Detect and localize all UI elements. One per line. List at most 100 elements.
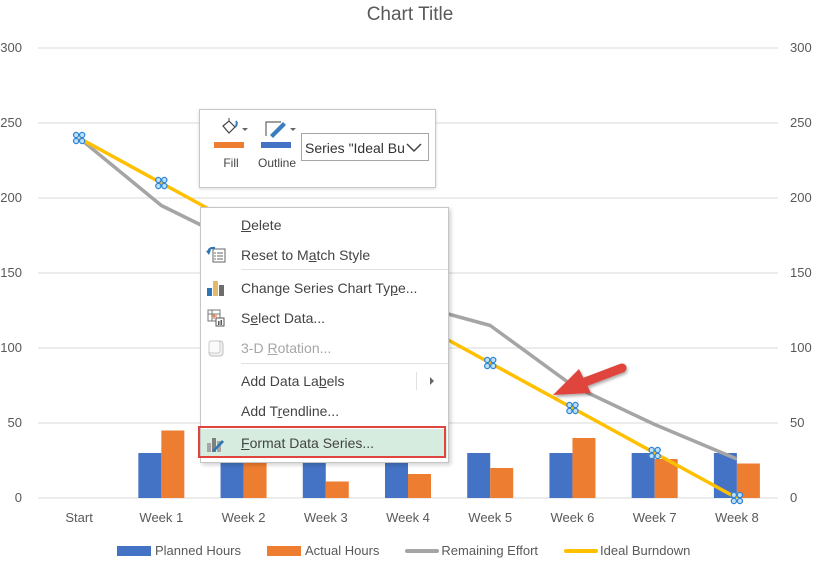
selection-handle[interactable]: [736, 491, 744, 499]
legend-swatch: [267, 545, 301, 556]
legend-swatch: [405, 548, 440, 553]
menu-separator: [241, 269, 448, 270]
series-selector-dropdown[interactable]: Series "Ideal Bu: [301, 133, 429, 161]
bar-actual-hours[interactable]: [736, 463, 760, 499]
format-mini-toolbar: Fill Outline Series "Ideal Bu: [199, 109, 436, 188]
legend-item-planned-hours[interactable]: Planned Hours: [117, 543, 241, 558]
x-axis-tick-label: Start: [65, 510, 93, 525]
legend-label: Planned Hours: [155, 543, 241, 558]
bar-planned-hours[interactable]: [467, 453, 491, 498]
bar-planned-hours[interactable]: [138, 453, 162, 498]
bar-planned-hours[interactable]: [549, 453, 573, 498]
secondary-y-axis-tick-label: 300: [790, 40, 812, 55]
outline-button[interactable]: Outline: [254, 118, 300, 170]
x-axis-tick-label: Week 1: [139, 510, 184, 525]
bar-planned-hours[interactable]: [302, 453, 326, 498]
secondary-y-axis-tick-label: 250: [790, 115, 812, 130]
legend-item-ideal-burndown[interactable]: Ideal Burndown: [564, 543, 690, 558]
legend-label: Remaining Effort: [441, 543, 539, 558]
selection-handle[interactable]: [654, 446, 661, 454]
x-axis-tick-label: Week 2: [221, 510, 266, 525]
submenu-divider: [416, 372, 417, 390]
reset-style-icon: [206, 246, 226, 264]
selection-handle[interactable]: [489, 362, 497, 370]
bar-actual-hours[interactable]: [490, 468, 514, 498]
x-axis-tick-label: Week 5: [468, 510, 513, 525]
bar-actual-hours[interactable]: [161, 430, 185, 499]
select-data-icon: [206, 309, 226, 327]
selection-handle[interactable]: [730, 497, 738, 505]
y-axis-tick-label: 50: [7, 415, 22, 430]
selection-handle[interactable]: [161, 182, 168, 190]
selection-handle[interactable]: [654, 452, 661, 460]
selection-handle[interactable]: [648, 446, 655, 454]
bar-actual-hours[interactable]: [572, 438, 596, 498]
menu-item-3d-rotation[interactable]: 3-D Rotation...: [201, 335, 447, 361]
bar-planned-hours[interactable]: [220, 453, 244, 498]
chart-title[interactable]: Chart Title: [366, 4, 454, 25]
selection-handle[interactable]: [78, 131, 86, 139]
x-axis-tick-label: Week 4: [386, 510, 430, 525]
selection-handle[interactable]: [572, 407, 579, 415]
selection-handle[interactable]: [648, 452, 655, 460]
x-axis-tick-label: Week 8: [714, 510, 759, 525]
selection-handle[interactable]: [572, 401, 579, 409]
selection-handle[interactable]: [566, 401, 573, 409]
x-axis-tick-label: Week 7: [632, 510, 677, 525]
secondary-y-axis-tick-label: 200: [790, 190, 812, 205]
y-axis-tick-label: 200: [0, 190, 22, 205]
y-axis-tick-label: 0: [14, 490, 22, 505]
menu-item-change-series-chart-type[interactable]: Change Series Chart Type...: [201, 275, 447, 301]
selection-handle[interactable]: [155, 176, 162, 184]
bar-actual-hours[interactable]: [408, 474, 431, 498]
chevron-down-icon: [404, 134, 424, 160]
outline-color-swatch: [261, 142, 291, 148]
selection-handle[interactable]: [161, 176, 168, 184]
selection-handle[interactable]: [483, 356, 491, 364]
legend-swatch: [117, 545, 151, 556]
format-series-icon: [206, 434, 226, 452]
fill-button[interactable]: Fill: [208, 118, 254, 170]
selection-handle[interactable]: [72, 137, 80, 145]
menu-item-add-data-labels[interactable]: Add Data Labels: [201, 368, 447, 394]
selection-handle[interactable]: [566, 407, 573, 415]
bar-actual-hours[interactable]: [654, 459, 678, 498]
chart-type-icon: [206, 279, 226, 297]
secondary-y-axis-tick-label: 150: [790, 265, 812, 280]
selection-handle[interactable]: [483, 362, 491, 370]
3d-rotation-icon: [206, 339, 226, 357]
chart-legend[interactable]: Planned Hours Actual Hours Remaining Effor…: [117, 543, 716, 558]
submenu-arrow-icon: [428, 368, 436, 402]
menu-item-select-data[interactable]: Select Data...: [201, 305, 447, 331]
y-axis-tick-label: 250: [0, 115, 22, 130]
fill-label: Fill: [223, 156, 239, 170]
highlight-annotation-box: [198, 426, 446, 458]
bar-actual-hours[interactable]: [243, 453, 267, 498]
y-axis-tick-label: 100: [0, 340, 22, 355]
series-selector-value: Series "Ideal Bu: [305, 140, 405, 156]
legend-item-remaining-effort[interactable]: Remaining Effort: [405, 543, 538, 558]
bar-planned-hours[interactable]: [631, 453, 655, 498]
selection-handle[interactable]: [155, 182, 162, 190]
legend-item-actual-hours[interactable]: Actual Hours: [267, 543, 379, 558]
menu-item-reset-to-match-style[interactable]: Reset to Match Style: [201, 242, 447, 268]
menu-item-format-data-series[interactable]: Format Data Series...: [201, 429, 447, 458]
selection-handle[interactable]: [78, 137, 86, 145]
menu-item-delete[interactable]: Delete: [241, 217, 282, 233]
paint-bucket-icon: [208, 118, 254, 140]
outline-label: Outline: [257, 156, 297, 170]
selection-handle[interactable]: [72, 131, 80, 139]
secondary-y-axis-tick-label: 0: [790, 490, 798, 505]
menu-item-add-trendline[interactable]: Add Trendline...: [241, 403, 340, 419]
x-axis-tick-label: Week 6: [550, 510, 595, 525]
pencil-outline-icon: [254, 118, 300, 140]
menu-separator: [241, 363, 448, 364]
legend-swatch: [564, 548, 599, 553]
context-menu: Delete Reset to Match Style Change Serie…: [200, 207, 449, 463]
selection-handle[interactable]: [730, 491, 738, 499]
selection-handle[interactable]: [736, 497, 744, 505]
selection-handle[interactable]: [489, 356, 497, 364]
bar-planned-hours[interactable]: [385, 453, 408, 498]
bar-actual-hours[interactable]: [325, 481, 349, 499]
